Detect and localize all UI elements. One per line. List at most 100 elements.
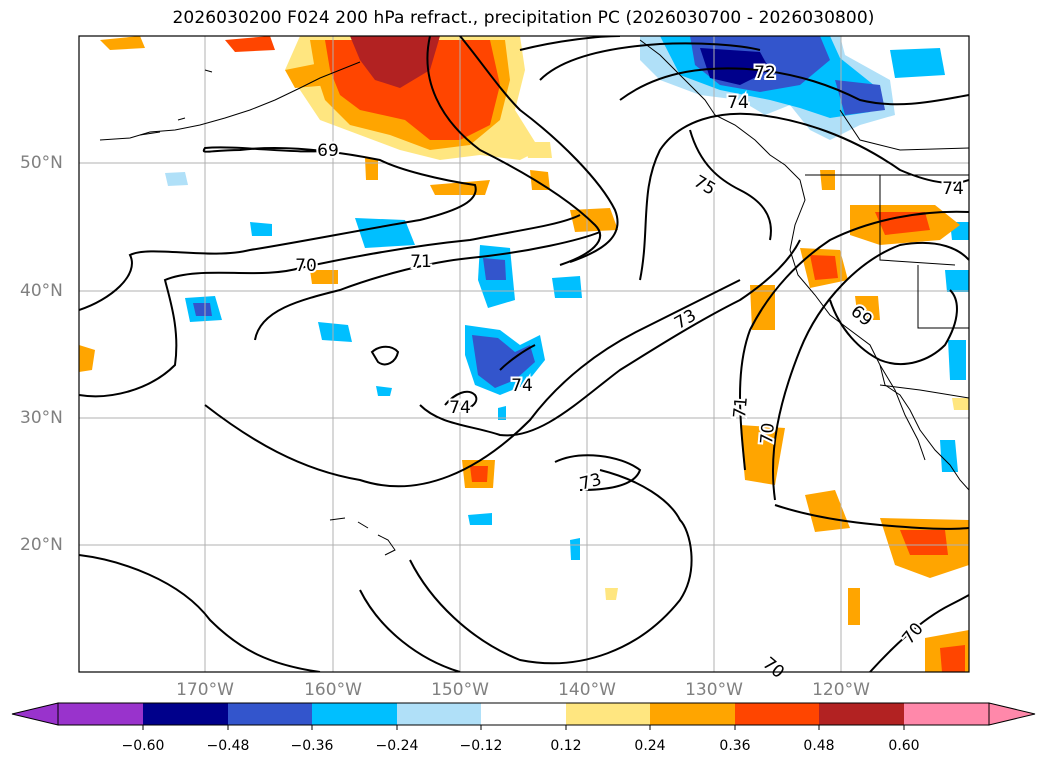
contour-outer-2: [409, 469, 693, 665]
shade-navy-bc: [700, 48, 770, 85]
map-title: 2026030200 F024 200 hPa refract., precip…: [172, 8, 875, 28]
contour-east-69: [829, 289, 958, 365]
lon-label: 170°W: [176, 680, 234, 700]
lat-label: 40°N: [20, 281, 63, 301]
colorbar-tick-label: 0.36: [719, 738, 751, 754]
shade-orange-s2: [310, 270, 338, 284]
shade-blue-b2: [483, 258, 506, 280]
contour-east-70b: [774, 504, 969, 530]
colorbar-bin: [312, 703, 397, 725]
shade-blue-e: [318, 322, 352, 342]
colorbar-bin: [58, 703, 143, 725]
shade-blue-h: [552, 276, 582, 298]
lon-label: 130°W: [685, 680, 743, 700]
shade-orange-s3: [79, 345, 95, 372]
border-bc: [839, 109, 969, 151]
colorbar-bin: [650, 703, 735, 725]
shade-blue-a: [355, 218, 415, 248]
shade-orange-e8: [855, 296, 880, 320]
colorbar-tick-label: −0.12: [459, 738, 503, 754]
shade-orange-topleft: [100, 36, 145, 50]
shade-orange-s5: [605, 588, 618, 600]
refractivity-contours: [79, 36, 969, 672]
colorbar-tick-label: −0.48: [206, 738, 250, 754]
shade-blue-o: [498, 406, 506, 420]
colorbar-bin: [735, 703, 819, 725]
contour-label: 74: [942, 179, 964, 199]
shade-blue-topright: [890, 48, 945, 78]
shade-orange-s4: [848, 588, 860, 625]
coast-panhandle: [639, 39, 969, 491]
lon-label: 120°W: [812, 680, 870, 700]
shade-orange-e2b: [810, 255, 838, 280]
shade-orange-e5: [805, 490, 850, 532]
contour-label: 70: [758, 654, 787, 683]
colorbar-ticks: [142, 725, 905, 730]
shade-orange-mid6: [525, 142, 552, 158]
gridlines: [79, 36, 969, 672]
shade-blue-bc-east: [835, 80, 885, 115]
contour-label: 73: [671, 306, 700, 334]
contour-east-70: [772, 241, 969, 501]
shade-orange-mid5: [365, 158, 378, 180]
contour-label: 74: [727, 93, 749, 113]
contour-71: [204, 279, 741, 488]
contour-71b: [254, 231, 601, 341]
lat-label: 30°N: [20, 408, 63, 428]
contour-outer-1: [79, 554, 321, 672]
plot-frame: [78, 35, 970, 673]
shade-orange-mid3: [570, 208, 618, 232]
shade-blue-f: [250, 222, 272, 236]
shade-blue-g: [165, 172, 188, 186]
contour-label: 70: [757, 422, 779, 445]
colorbar: [11, 702, 1036, 730]
border-us-mex: [879, 384, 969, 399]
contour-label: 71: [730, 396, 752, 419]
colorbar-tick-label: 0.12: [550, 738, 582, 754]
colorbar-tick-label: 0.24: [634, 738, 666, 754]
contour-label: 74: [449, 398, 471, 418]
contour-ridge-6: [639, 112, 969, 281]
shade-blue-c2: [472, 335, 535, 388]
shade-blue-i: [468, 513, 492, 525]
contour-69: [79, 146, 477, 311]
lon-label: 140°W: [558, 680, 616, 700]
hawaii: [329, 517, 396, 556]
shade-darkred-gulf: [350, 36, 440, 88]
colorbar-tick-label: 0.48: [803, 738, 835, 754]
shade-orange-s1b: [470, 466, 488, 482]
colorbar-bin: [481, 703, 566, 725]
contour-ridge-2: [459, 36, 619, 263]
shade-blue-n: [945, 270, 969, 292]
shade-orange-s6: [952, 398, 969, 410]
contour-73: [419, 239, 801, 437]
shade-orange-top2: [225, 36, 275, 52]
contour-label: 71: [410, 252, 432, 272]
shade-orange-e6b: [900, 530, 948, 555]
colorbar-outline: [57, 702, 990, 726]
contour-east-sw: [869, 594, 969, 672]
colorbar-extend-high: [988, 702, 1036, 726]
colorbar-tick-label: −0.24: [375, 738, 419, 754]
shade-orange-mid1: [285, 62, 330, 88]
shade-blue-d2: [193, 303, 212, 316]
contour-74b: [444, 390, 478, 411]
precip-shading: [79, 36, 969, 672]
coast-baja: [879, 364, 926, 461]
colorbar-bin: [819, 703, 904, 725]
contour-ridge-1: [426, 36, 602, 266]
contour-ridge-5: [619, 67, 969, 106]
contour-label-group: 69 70 71 72 74 75 74 73 74 74 73 71 70 6…: [293, 61, 966, 685]
colorbar-bin: [228, 703, 312, 725]
contour-label: 69: [317, 141, 339, 161]
contour-label: 72: [754, 63, 776, 83]
shade-blue-k: [940, 440, 958, 472]
shade-blue-l: [948, 340, 966, 380]
colorbar-tick-label: 0.60: [888, 738, 920, 754]
colorbar-bin: [397, 703, 481, 725]
contour-74-loop: [370, 345, 400, 366]
contour-74c: [499, 344, 536, 371]
colorbar-tick-label: −0.60: [121, 738, 165, 754]
colorbar-bin: [143, 703, 228, 725]
